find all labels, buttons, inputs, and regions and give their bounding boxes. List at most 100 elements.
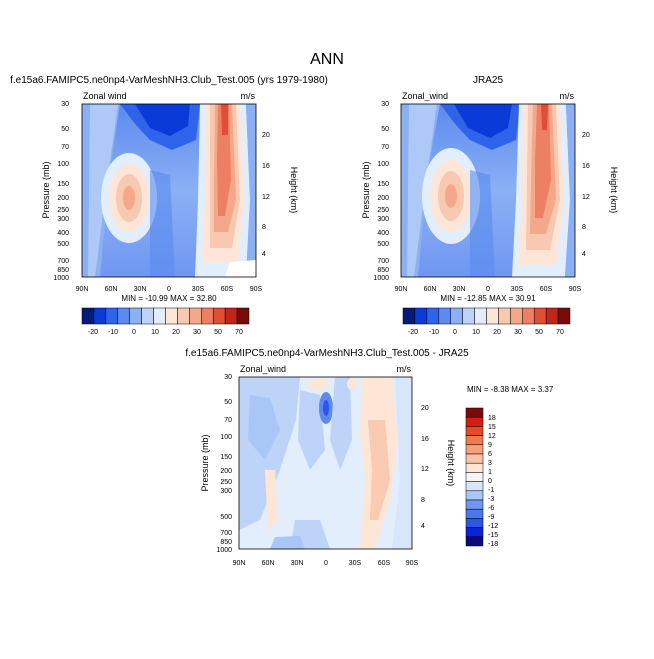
colorbar-swatch (545, 307, 559, 325)
colorbar-swatch (402, 307, 416, 325)
y-tick-label: 300 (220, 488, 232, 495)
pressure-axis: 30 50 70 100 150 200 250 300 400 500 700… (53, 101, 69, 282)
y-tick-label: 50 (224, 399, 232, 406)
y-tick-label: 850 (57, 267, 69, 274)
colorbar-swatch (465, 453, 484, 464)
units-label: m/s (397, 364, 412, 374)
colorbar-swatch (165, 307, 178, 325)
y-axis-right-label: Height (km) (289, 167, 299, 214)
x-tick-label: 30N (291, 560, 304, 567)
min-max-label: MIN = -12.85 MAX = 30.91 (440, 294, 536, 303)
colorbar-tick-label: 1 (488, 469, 492, 476)
y-tick-label: 250 (377, 207, 389, 214)
colorbar-tick-label: 20 (172, 329, 180, 336)
height-tick-label: 12 (582, 194, 590, 201)
y-tick-label: 150 (57, 181, 69, 188)
colorbar-swatch (465, 518, 484, 528)
height-tick-label: 4 (262, 251, 266, 258)
panel-model: f.e15a6.FAMIPC5.ne0np4-VarMeshNH3.Club_T… (10, 75, 328, 336)
colorbar-swatch (486, 307, 499, 325)
colorbar-tick-label: 10 (151, 329, 159, 336)
colorbar-tick-label: 0 (453, 329, 457, 336)
height-axis: 20 16 12 8 4 (421, 405, 429, 530)
height-tick-label: 8 (262, 224, 266, 231)
y-tick-label: 1000 (216, 547, 232, 554)
y-tick-label: 150 (377, 181, 389, 188)
y-tick-label: 300 (377, 216, 389, 223)
y-axis-right-label: Height (km) (446, 440, 456, 487)
colorbar-tick-label: -12 (488, 523, 498, 530)
x-tick-label: 60N (262, 560, 275, 567)
x-tick-label: 60S (221, 286, 234, 293)
panel-difference: f.e15a6.FAMIPC5.ne0np4-VarMeshNH3.Club_T… (185, 348, 553, 567)
colorbar-swatch (557, 307, 571, 325)
height-tick-label: 16 (582, 163, 590, 170)
height-tick-label: 20 (421, 405, 429, 412)
colorbar-tick-label: -20 (88, 329, 98, 336)
y-tick-label: 70 (381, 144, 389, 151)
colorbar-swatch (465, 481, 484, 492)
colorbar-tick-label: -20 (408, 329, 418, 336)
colorbar-tick-label: 20 (493, 329, 501, 336)
colorbar-tick-label: 70 (235, 329, 243, 336)
field-plot (239, 377, 412, 549)
x-tick-label: 30S (511, 286, 524, 293)
y-tick-label: 100 (57, 161, 69, 168)
y-axis-label: Pressure (mb) (200, 434, 210, 491)
plot-frame (81, 103, 257, 278)
colorbar-swatch (212, 307, 226, 325)
height-tick-label: 8 (582, 224, 586, 231)
colorbar-swatch (465, 499, 484, 510)
colorbar-swatch (426, 307, 440, 325)
y-tick-label: 850 (220, 539, 232, 546)
colorbar (465, 407, 484, 547)
y-tick-label: 1000 (53, 275, 69, 282)
colorbar-swatch (465, 536, 484, 547)
y-tick-label: 30 (381, 101, 389, 108)
x-tick-label: 60N (105, 286, 118, 293)
colorbar-tick-label: 0 (132, 329, 136, 336)
units-label: m/s (241, 91, 256, 101)
colorbar-tick-label: 18 (488, 415, 496, 422)
panel-title: JRA25 (473, 75, 503, 86)
colorbar-swatch (201, 307, 214, 325)
height-tick-label: 16 (421, 436, 429, 443)
colorbar-tick-label: 50 (214, 329, 222, 336)
y-tick-label: 100 (220, 434, 232, 441)
colorbar-swatch (438, 307, 451, 325)
colorbar-tick-label: 3 (488, 460, 492, 467)
y-tick-label: 30 (224, 374, 232, 381)
y-tick-label: 400 (57, 230, 69, 237)
y-tick-label: 500 (57, 241, 69, 248)
x-tick-label: 30N (453, 286, 466, 293)
y-tick-label: 30 (61, 101, 69, 108)
x-tick-label: 0 (324, 560, 328, 567)
colorbar-tick-label: 30 (514, 329, 522, 336)
y-tick-label: 700 (57, 258, 69, 265)
colorbar-swatch (465, 407, 484, 418)
colorbar-tick-label: -3 (488, 496, 494, 503)
colorbar-labels: 18 15 12 9 6 3 1 0 -1 -3 -6 -9 -12 -15 -… (488, 415, 498, 548)
colorbar-swatch (462, 307, 475, 325)
colorbar-tick-label: 30 (193, 329, 201, 336)
colorbar-swatch (177, 307, 190, 325)
colorbar-swatch (189, 307, 202, 325)
colorbar (81, 307, 250, 325)
colorbar-swatch (105, 307, 119, 325)
x-tick-label: 60S (540, 286, 553, 293)
colorbar-swatch (93, 307, 107, 325)
variable-label: Zonal_wind (240, 364, 286, 374)
height-tick-label: 20 (262, 132, 270, 139)
plot-frame (238, 376, 413, 550)
x-tick-label: 30S (192, 286, 205, 293)
x-tick-label: 90S (406, 560, 419, 567)
figure-title: ANN (310, 51, 344, 68)
colorbar-swatch (450, 307, 463, 325)
height-tick-label: 12 (262, 194, 270, 201)
height-tick-label: 4 (421, 523, 425, 530)
y-tick-label: 700 (220, 530, 232, 537)
colorbar-tick-label: -10 (429, 329, 439, 336)
y-tick-label: 200 (220, 468, 232, 475)
colorbar-swatch (224, 307, 238, 325)
